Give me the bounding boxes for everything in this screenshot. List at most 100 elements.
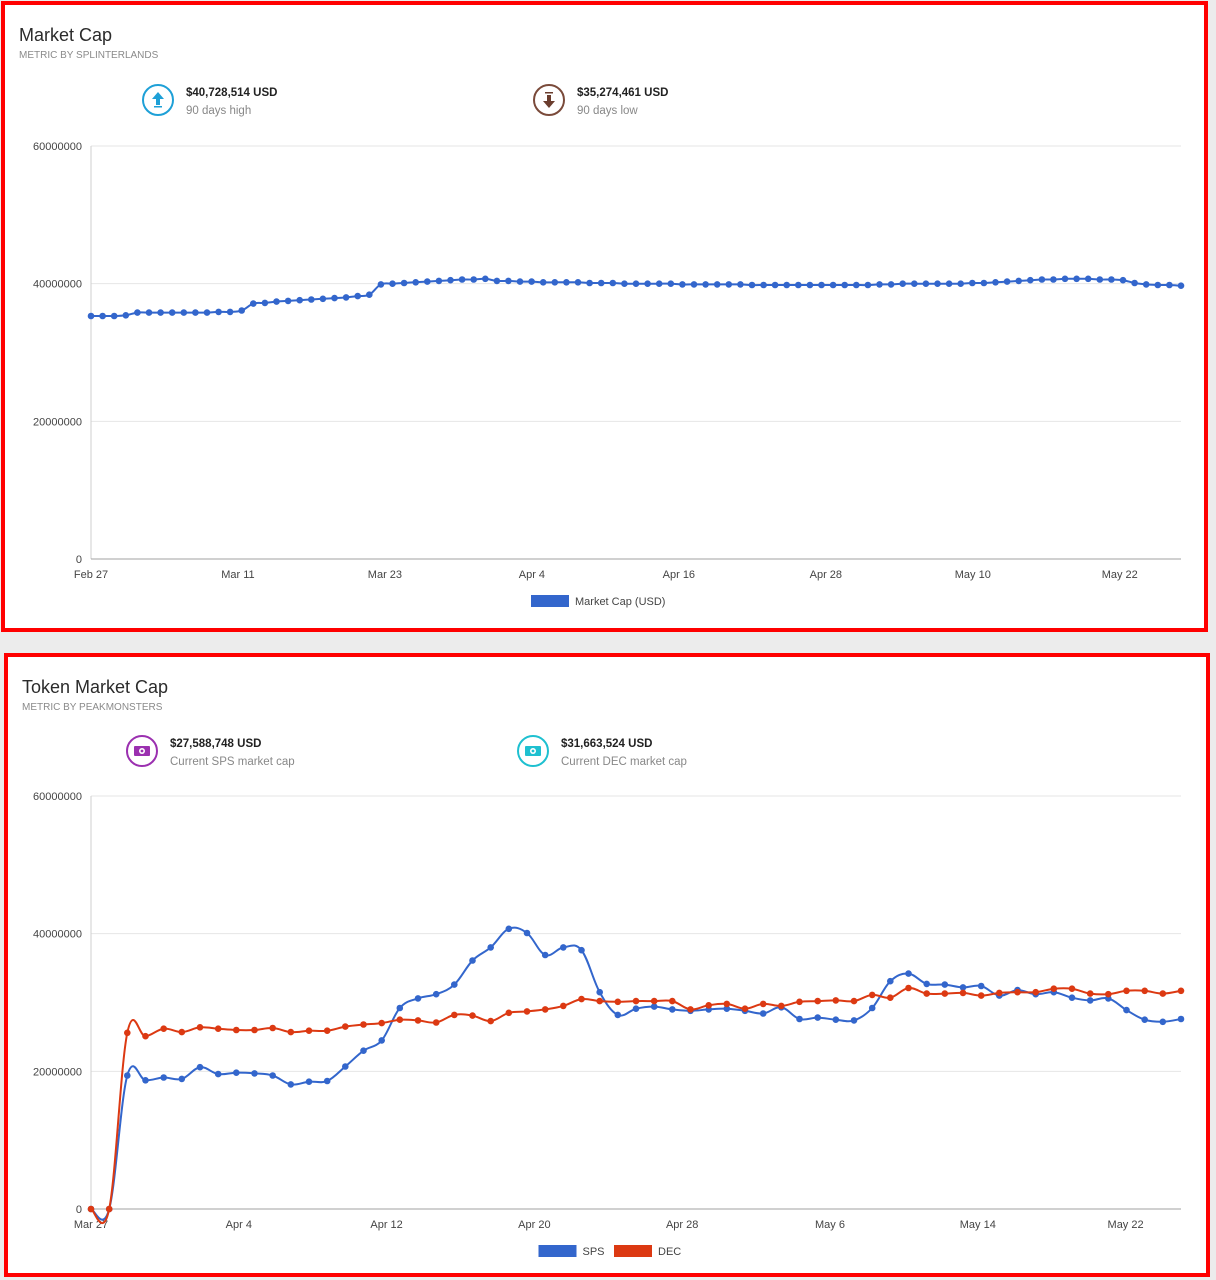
x-tick-label: Mar 23	[368, 569, 402, 581]
series-sps	[87, 925, 1185, 1221]
data-point	[516, 278, 524, 285]
legend-swatch	[538, 1245, 577, 1257]
data-point	[655, 280, 663, 288]
data-point	[832, 1016, 840, 1023]
data-point	[142, 1077, 149, 1084]
money-icon	[126, 735, 158, 767]
x-tick-label: May 22	[1102, 569, 1138, 581]
data-point	[783, 281, 790, 289]
token-market-cap-chart: 0 20000000 40000000 60000000 Mar 27 Apr 4 Apr …	[33, 791, 1185, 1258]
data-point	[737, 281, 744, 288]
data-point	[723, 1000, 731, 1008]
data-point	[451, 981, 458, 988]
data-point	[168, 309, 176, 316]
data-point	[412, 279, 420, 286]
data-point	[203, 309, 211, 316]
data-point	[342, 294, 350, 301]
data-point	[1154, 281, 1162, 289]
legend-label: DEC	[658, 1246, 681, 1258]
data-point	[941, 981, 949, 988]
panel-title: Token Market Cap	[22, 677, 169, 697]
panel-subtitle: METRIC BY PEAKMONSTERS	[22, 702, 163, 713]
data-point	[432, 990, 440, 998]
x-tick-label: Apr 16	[663, 569, 695, 581]
data-point	[934, 280, 941, 288]
data-point	[778, 1002, 785, 1010]
data-point	[959, 989, 967, 997]
data-point	[432, 1019, 440, 1026]
data-point	[308, 296, 315, 303]
data-point	[609, 279, 617, 287]
data-point	[614, 998, 622, 1006]
data-point	[1027, 276, 1034, 284]
data-point	[451, 1011, 458, 1019]
data-point	[574, 279, 582, 286]
market-cap-chart: 0 20000000 40000000 60000000 Feb 27 Mar 11 Mar…	[33, 141, 1185, 608]
data-point	[887, 281, 895, 288]
data-point	[850, 1017, 858, 1024]
data-point	[469, 1012, 476, 1019]
data-point	[795, 281, 802, 289]
data-point	[690, 281, 698, 288]
data-point	[360, 1021, 367, 1028]
data-point	[760, 281, 767, 289]
data-point	[319, 295, 327, 303]
series-line	[90, 986, 1182, 1225]
y-tick-label: 20000000	[33, 416, 82, 428]
data-point	[145, 309, 153, 316]
data-point	[818, 281, 825, 289]
x-tick-label: May 6	[815, 1219, 845, 1231]
data-point	[667, 280, 675, 288]
data-point	[1105, 990, 1112, 998]
data-point	[1003, 278, 1011, 285]
data-point	[378, 1019, 386, 1027]
data-point	[354, 292, 362, 300]
data-point	[1108, 276, 1115, 283]
stat-label: 90 days low	[577, 105, 638, 117]
data-point	[251, 1026, 258, 1034]
data-point	[563, 279, 570, 286]
data-point	[87, 1205, 95, 1213]
data-point	[614, 1011, 622, 1019]
data-point	[832, 997, 840, 1004]
data-point	[469, 957, 476, 964]
data-point	[596, 997, 603, 1005]
data-point	[841, 281, 848, 289]
data-point	[1141, 987, 1148, 995]
data-point	[366, 291, 373, 299]
data-point	[1177, 987, 1185, 995]
data-point	[1177, 1015, 1185, 1023]
data-point	[180, 309, 188, 316]
data-point	[389, 280, 396, 288]
data-point	[650, 997, 658, 1005]
x-tick-label: May 14	[960, 1219, 996, 1231]
data-point	[251, 1070, 258, 1077]
panel-subtitle: METRIC BY SPLINTERLANDS	[19, 50, 159, 61]
legend-label: Market Cap (USD)	[575, 596, 665, 608]
data-point	[1141, 1016, 1148, 1023]
data-point	[160, 1025, 167, 1032]
x-tick-label: Mar 27	[74, 1219, 108, 1231]
data-point	[1096, 276, 1104, 283]
data-point	[959, 984, 967, 991]
data-point	[342, 1023, 349, 1030]
data-point	[396, 1016, 404, 1023]
data-point	[378, 1037, 386, 1044]
data-point	[977, 982, 985, 990]
data-point	[157, 309, 164, 316]
data-point	[853, 281, 860, 289]
data-point	[1073, 275, 1080, 283]
legend-label: SPS	[583, 1246, 605, 1258]
money-icon	[517, 735, 549, 767]
data-point	[528, 278, 535, 285]
data-point	[741, 1005, 749, 1012]
market-cap-panel: Market Cap METRIC BY SPLINTERLANDS $40,7…	[1, 1, 1208, 632]
data-point	[287, 1028, 295, 1036]
data-point	[122, 312, 130, 319]
data-point	[679, 281, 686, 288]
x-tick-label: Apr 12	[370, 1219, 402, 1231]
data-point	[702, 281, 709, 288]
data-point	[447, 276, 454, 284]
data-point	[196, 1024, 204, 1031]
data-point	[414, 1017, 422, 1024]
